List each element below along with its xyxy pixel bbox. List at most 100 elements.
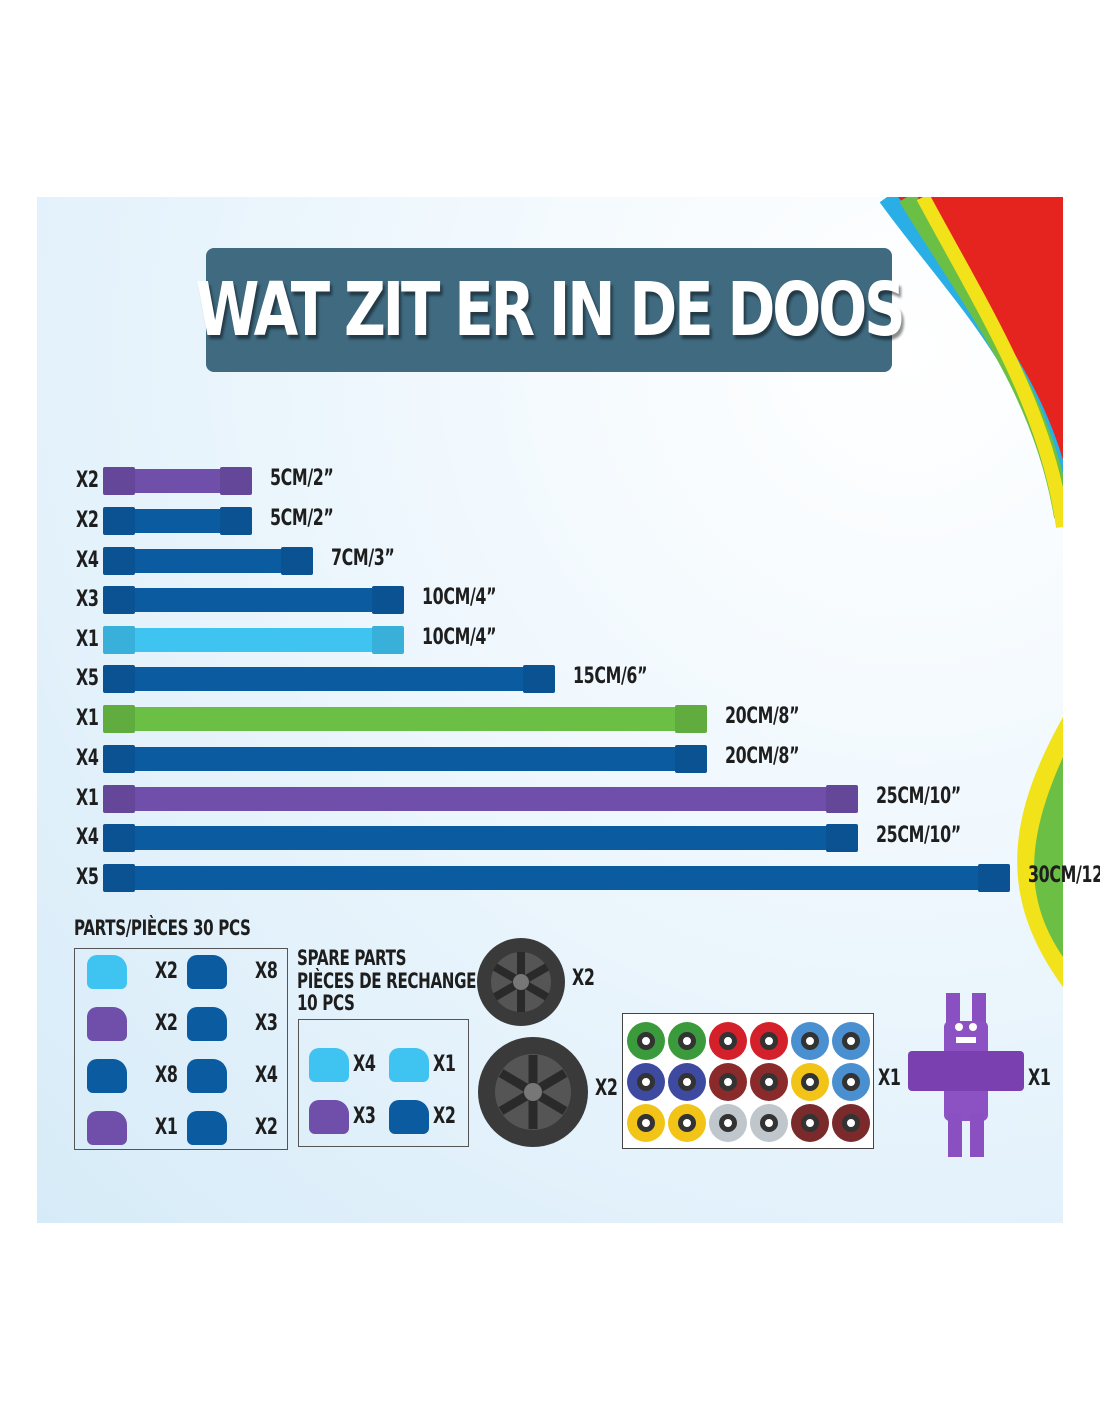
eye-sticker: [708, 1063, 747, 1101]
rod-end-cap: [220, 507, 252, 535]
large-wheel-qty: X2: [595, 1076, 618, 1101]
rod-size: 7CM/3”: [331, 546, 395, 571]
rod-end-cap: [103, 626, 135, 654]
rod-end-cap: [372, 626, 404, 654]
rod-blue: [103, 547, 313, 575]
connector-qty: X2: [155, 1011, 178, 1036]
eye-sticker: [790, 1022, 829, 1060]
connector-piece-icon: [187, 955, 227, 989]
eye-sticker: [626, 1063, 665, 1101]
rod-blue: [103, 864, 1010, 892]
connector-qty: X8: [155, 1063, 178, 1088]
connector-qty: X1: [433, 1052, 456, 1077]
rod-purple: [103, 467, 252, 495]
rod-end-cap: [826, 824, 858, 852]
rod-end-cap: [281, 547, 313, 575]
connector-qty: X4: [353, 1052, 376, 1077]
rod-end-cap: [103, 864, 135, 892]
rod-size: 20CM/8”: [725, 744, 800, 769]
rod-end-cap: [103, 665, 135, 693]
rod-qty: X3: [76, 587, 99, 612]
rod-end-cap: [978, 864, 1010, 892]
parts-box: X2 X8 X2 X3 X8 X4 X1 X2: [74, 948, 288, 1150]
connector-piece-icon: [87, 955, 127, 989]
connector-piece-icon: [87, 1007, 127, 1041]
spare-parts-count: 10 PCS: [297, 991, 355, 1015]
connector-qty: X3: [353, 1104, 376, 1129]
eye-sticker: [749, 1022, 788, 1060]
connector-piece-icon: [309, 1048, 349, 1082]
rod-end-cap: [523, 665, 555, 693]
rod-end-cap: [103, 586, 135, 614]
eye-stickers-qty: X1: [878, 1066, 901, 1091]
rod-qty: X1: [76, 706, 99, 731]
small-wheel-qty: X2: [572, 966, 595, 991]
rod-end-cap: [103, 507, 135, 535]
rod-end-cap: [220, 467, 252, 495]
eye-sticker: [667, 1063, 706, 1101]
rod-size: 5CM/2”: [270, 506, 334, 531]
eye-sticker: [749, 1104, 788, 1142]
rod-qty: X5: [76, 666, 99, 691]
eye-sticker: [626, 1104, 665, 1142]
eye-sticker: [790, 1104, 829, 1142]
rod-end-cap: [103, 785, 135, 813]
connector-piece-icon: [187, 1007, 227, 1041]
rod-purple: [103, 785, 858, 813]
rod-end-cap: [103, 547, 135, 575]
eye-sticker: [790, 1063, 829, 1101]
eye-sticker: [667, 1104, 706, 1142]
connector-qty: X2: [255, 1115, 278, 1140]
eye-sticker: [831, 1022, 870, 1060]
large-wheel-icon: [478, 1037, 588, 1147]
eye-sticker: [749, 1063, 788, 1101]
rod-size: 30CM/12”: [1028, 863, 1100, 888]
connector-piece-icon: [187, 1059, 227, 1093]
rod-size: 25CM/10”: [876, 823, 961, 848]
connector-piece-icon: [389, 1048, 429, 1082]
rod-end-cap: [675, 745, 707, 773]
rod-qty: X2: [76, 508, 99, 533]
eye-sticker: [708, 1104, 747, 1142]
rod-qty: X4: [76, 746, 99, 771]
rod-blue: [103, 824, 858, 852]
rod-qty: X2: [76, 468, 99, 493]
rod-qty: X1: [76, 786, 99, 811]
rod-size: 10CM/4”: [422, 585, 497, 610]
rod-qty: X5: [76, 865, 99, 890]
parts-heading: PARTS/PIÈCES 30 PCS: [74, 916, 251, 940]
spare-parts-title-fr: PIÈCES DE RECHANGE: [297, 969, 477, 993]
eye-stickers-sheet: [622, 1013, 874, 1149]
eye-sticker: [831, 1063, 870, 1101]
connector-qty: X8: [255, 959, 278, 984]
rod-end-cap: [103, 824, 135, 852]
rod-size: 5CM/2”: [270, 466, 334, 491]
rod-qty: X4: [76, 825, 99, 850]
connector-piece-icon: [389, 1100, 429, 1134]
spare-parts-title: SPARE PARTS: [297, 946, 407, 970]
rod-end-cap: [372, 586, 404, 614]
rod-light_blue: [103, 626, 404, 654]
rod-end-cap: [103, 467, 135, 495]
connector-qty: X2: [155, 959, 178, 984]
small-wheel-icon: [477, 938, 565, 1026]
connector-qty: X3: [255, 1011, 278, 1036]
connector-piece-icon: [187, 1111, 227, 1145]
rod-size: 20CM/8”: [725, 704, 800, 729]
eye-sticker: [831, 1104, 870, 1142]
figure-qty: X1: [1028, 1066, 1051, 1091]
rod-end-cap: [103, 705, 135, 733]
rod-size: 10CM/4”: [422, 625, 497, 650]
rod-size: 15CM/6”: [573, 664, 648, 689]
eye-sticker: [626, 1022, 665, 1060]
rod-blue: [103, 586, 404, 614]
rod-end-cap: [103, 745, 135, 773]
page-title: WAT ZIT ER IN DE DOOS: [195, 267, 906, 353]
connector-qty: X1: [155, 1115, 178, 1140]
rod-blue: [103, 665, 555, 693]
connector-piece-icon: [309, 1100, 349, 1134]
rod-qty: X1: [76, 627, 99, 652]
spare-parts-box: X4 X1 X3 X2: [298, 1019, 469, 1147]
rainbow-swirl-decoration: [879, 197, 1063, 987]
eye-sticker: [708, 1022, 747, 1060]
